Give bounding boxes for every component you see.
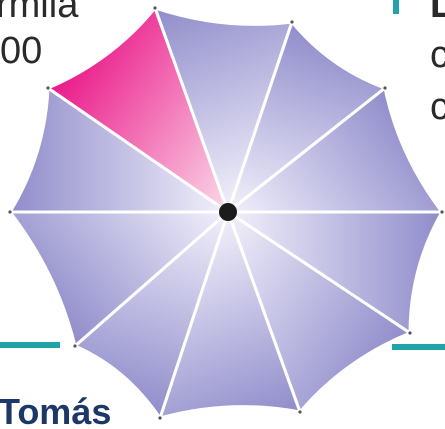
rib-tip <box>8 210 12 214</box>
umbrella-panel <box>8 210 230 348</box>
umbrella-panel <box>226 20 387 214</box>
umbrella-panel <box>153 6 294 214</box>
rib-tip <box>73 344 77 348</box>
connector-line-right <box>392 344 445 350</box>
rib-tip <box>46 86 50 90</box>
umbrella-panel <box>8 86 230 214</box>
rib-tip <box>153 6 157 10</box>
umbrella-panel <box>73 210 230 420</box>
connector-line-top <box>393 0 399 14</box>
text-fragment-top-left: rmila <box>0 0 79 26</box>
umbrella-panel <box>226 210 412 414</box>
connector-line-left <box>0 342 60 348</box>
rib-tip <box>158 416 162 420</box>
umbrella-panel-highlighted <box>46 6 230 214</box>
rib-tip <box>408 331 412 335</box>
umbrella-panel-group <box>8 6 444 420</box>
umbrella-panel <box>158 210 302 420</box>
rib-tip <box>440 210 444 214</box>
text-fragment-top-right-line: c <box>430 86 445 128</box>
text-fragment-top-right-line: c <box>430 34 445 76</box>
umbrella-hub <box>219 203 237 221</box>
text-fragment-top-right-heading: L <box>430 0 445 26</box>
rib-tip <box>290 20 294 24</box>
text-fragment-top-left-value: 00 <box>0 30 43 72</box>
umbrella-panel <box>226 86 444 214</box>
rib-tip <box>383 86 387 90</box>
text-fragment-bottom-name: Tomás <box>0 391 112 429</box>
umbrella-panel <box>226 210 444 335</box>
rib-tip <box>298 410 302 414</box>
